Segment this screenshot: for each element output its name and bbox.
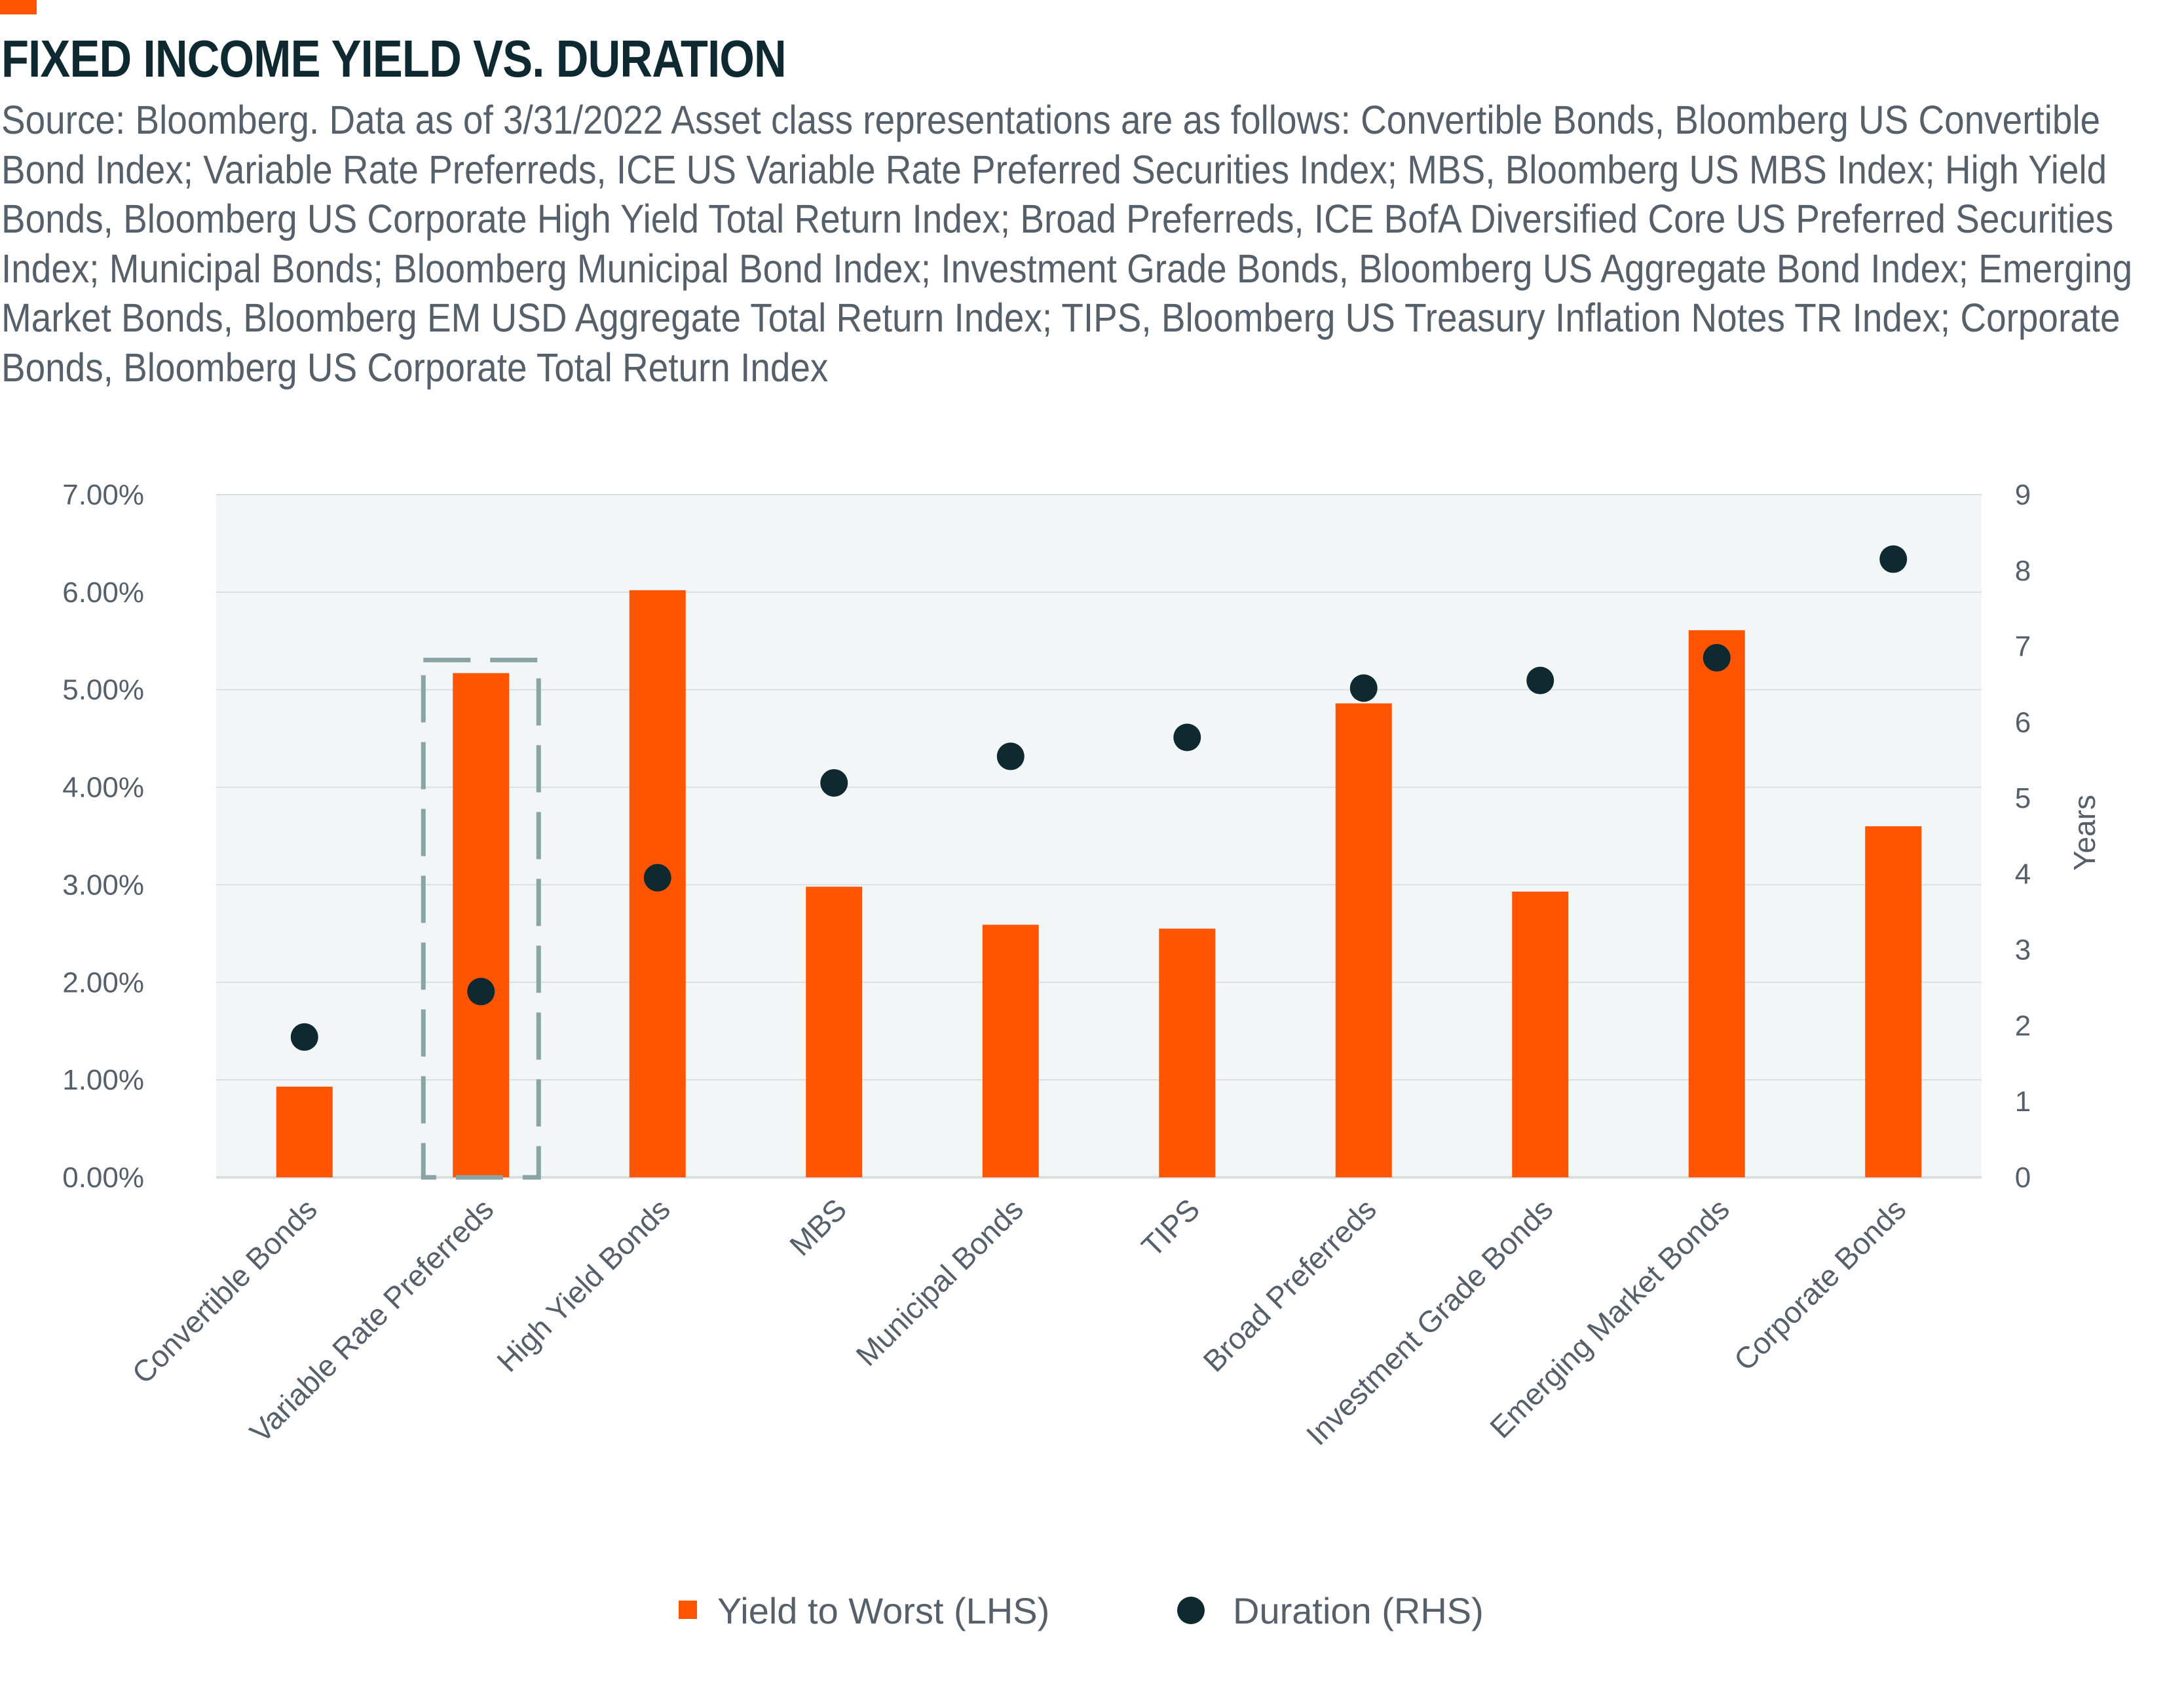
right-tick-label: 1	[2015, 1086, 2031, 1118]
duration-dot	[643, 864, 671, 892]
duration-dot	[1526, 666, 1554, 694]
yield-bar	[806, 886, 863, 1177]
left-tick-label: 6.00%	[62, 577, 144, 609]
duration-dots	[290, 545, 1908, 1051]
right-tick-label: 4	[2015, 858, 2031, 890]
left-tick-label: 0.00%	[62, 1162, 144, 1194]
duration-dot	[1879, 545, 1908, 573]
right-tick-label: 8	[2015, 555, 2031, 587]
duration-dot	[1349, 674, 1378, 702]
legend-dot-swatch	[1177, 1597, 1205, 1624]
category-label: Convertible Bonds	[125, 1192, 324, 1390]
right-tick-label: 9	[2015, 479, 2031, 511]
yield-bar	[982, 924, 1039, 1177]
category-label: High Yield Bonds	[490, 1192, 677, 1378]
duration-dot	[820, 769, 848, 797]
legend: Yield to Worst (LHS) Duration (RHS)	[679, 1590, 1484, 1631]
yield-bar	[1512, 891, 1569, 1177]
accent-bar	[0, 0, 37, 14]
legend-bar-label: Yield to Worst (LHS)	[717, 1590, 1049, 1631]
page-title: FIXED INCOME YIELD VS. DURATION	[1, 29, 787, 88]
yield-bar	[1688, 630, 1745, 1177]
right-tick-label: 6	[2015, 706, 2031, 738]
left-tick-label: 3.00%	[62, 869, 144, 901]
right-tick-label: 5	[2015, 782, 2031, 814]
left-tick-label: 5.00%	[62, 674, 144, 706]
right-axis-ticks: 0 1 2 3 4 5 6 7 8 9	[2015, 479, 2031, 1194]
category-label: Broad Preferreds	[1196, 1192, 1382, 1378]
yield-bar	[276, 1086, 333, 1177]
left-tick-label: 4.00%	[62, 772, 144, 804]
duration-dot	[996, 742, 1025, 770]
duration-dot	[1173, 723, 1201, 751]
category-label: Corporate Bonds	[1727, 1192, 1913, 1377]
category-label: TIPS	[1135, 1192, 1206, 1263]
right-tick-label: 0	[2015, 1162, 2031, 1194]
left-tick-label: 2.00%	[62, 966, 144, 998]
duration-dot	[1703, 643, 1731, 672]
right-axis-title: Years	[2067, 795, 2101, 871]
duration-dot	[467, 978, 495, 1006]
left-tick-label: 7.00%	[62, 479, 144, 511]
yield-bar	[1865, 826, 1922, 1177]
plot-background	[216, 495, 1982, 1177]
right-tick-label: 2	[2015, 1010, 2031, 1042]
legend-bar-swatch	[679, 1601, 697, 1619]
duration-dot	[290, 1023, 318, 1051]
source-note: Source: Bloomberg. Data as of 3/31/2022 …	[1, 98, 2133, 390]
left-tick-label: 1.00%	[62, 1064, 144, 1096]
category-label: Municipal Bonds	[849, 1192, 1029, 1372]
yield-bar	[1159, 928, 1216, 1177]
yield-bar	[1335, 703, 1392, 1177]
category-label: MBS	[783, 1192, 853, 1262]
highlight-box	[421, 657, 541, 1180]
right-tick-label: 7	[2015, 631, 2031, 663]
yield-bar	[453, 673, 510, 1177]
left-axis-ticks: 0.00% 1.00% 2.00% 3.00% 4.00% 5.00% 6.00% 7.00%	[62, 479, 144, 1194]
right-tick-label: 3	[2015, 934, 2031, 966]
legend-dot-label: Duration (RHS)	[1233, 1590, 1484, 1631]
grid-lines	[216, 494, 1982, 1179]
